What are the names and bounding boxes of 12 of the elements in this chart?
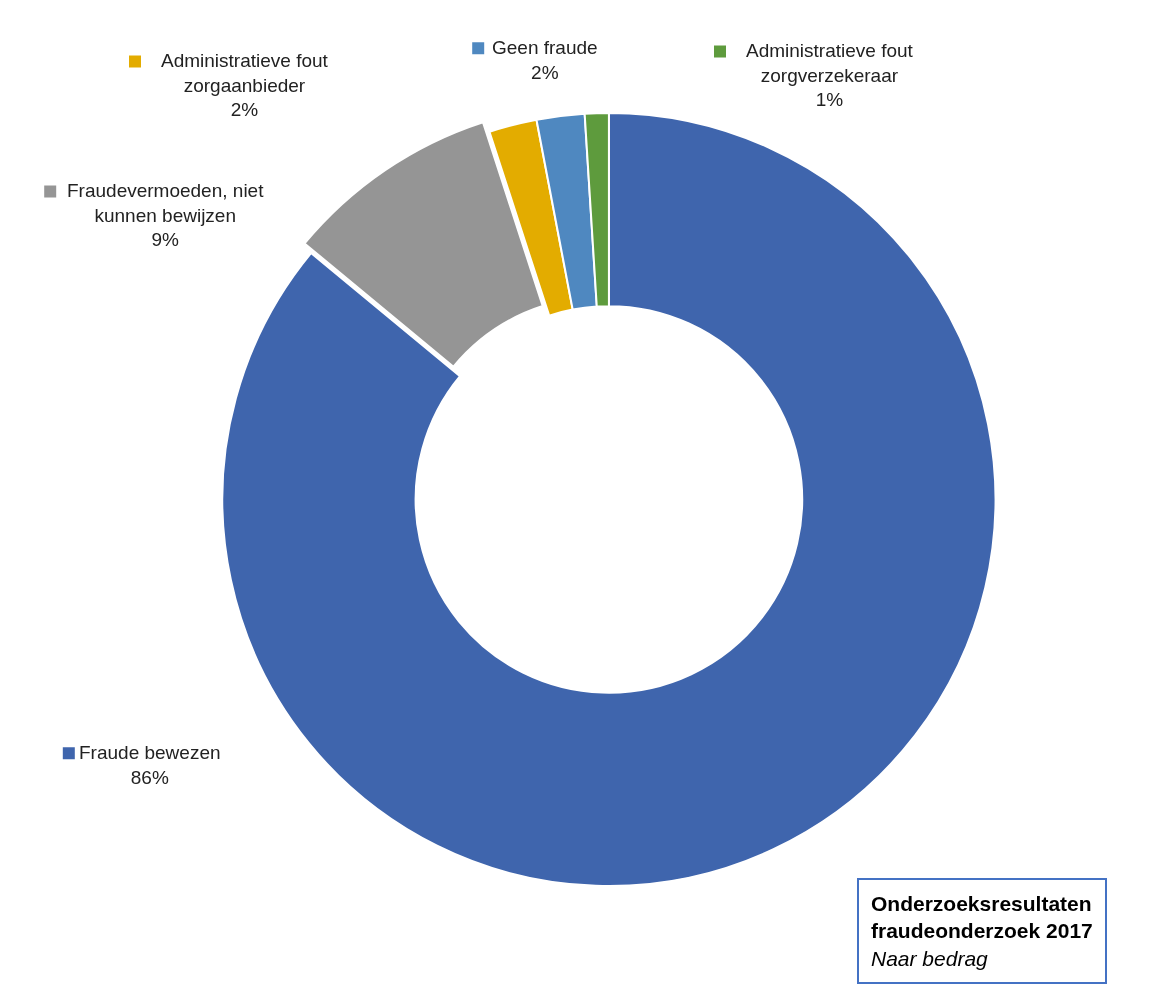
data-label: 2% <box>531 61 559 83</box>
legend-label: Fraude bewezen <box>79 742 221 763</box>
legend-label: Administratieve fout zorgaanbieder <box>161 50 329 96</box>
data-label: 1% <box>815 89 844 111</box>
legend-label: Fraudevermoeden, niet kunnen bewijzen <box>67 180 265 226</box>
data-label: 86% <box>130 766 169 788</box>
legend-label: Geen fraude <box>492 37 598 58</box>
data-label: 2% <box>230 99 259 121</box>
text: Naar bedrag <box>871 946 989 970</box>
data-label: 9% <box>151 229 180 251</box>
text: Onderzoeksresultaten fraudeonderzoek 2017 <box>871 892 1093 943</box>
legend-label: Administratieve fout zorgverzekeraar <box>746 40 914 86</box>
